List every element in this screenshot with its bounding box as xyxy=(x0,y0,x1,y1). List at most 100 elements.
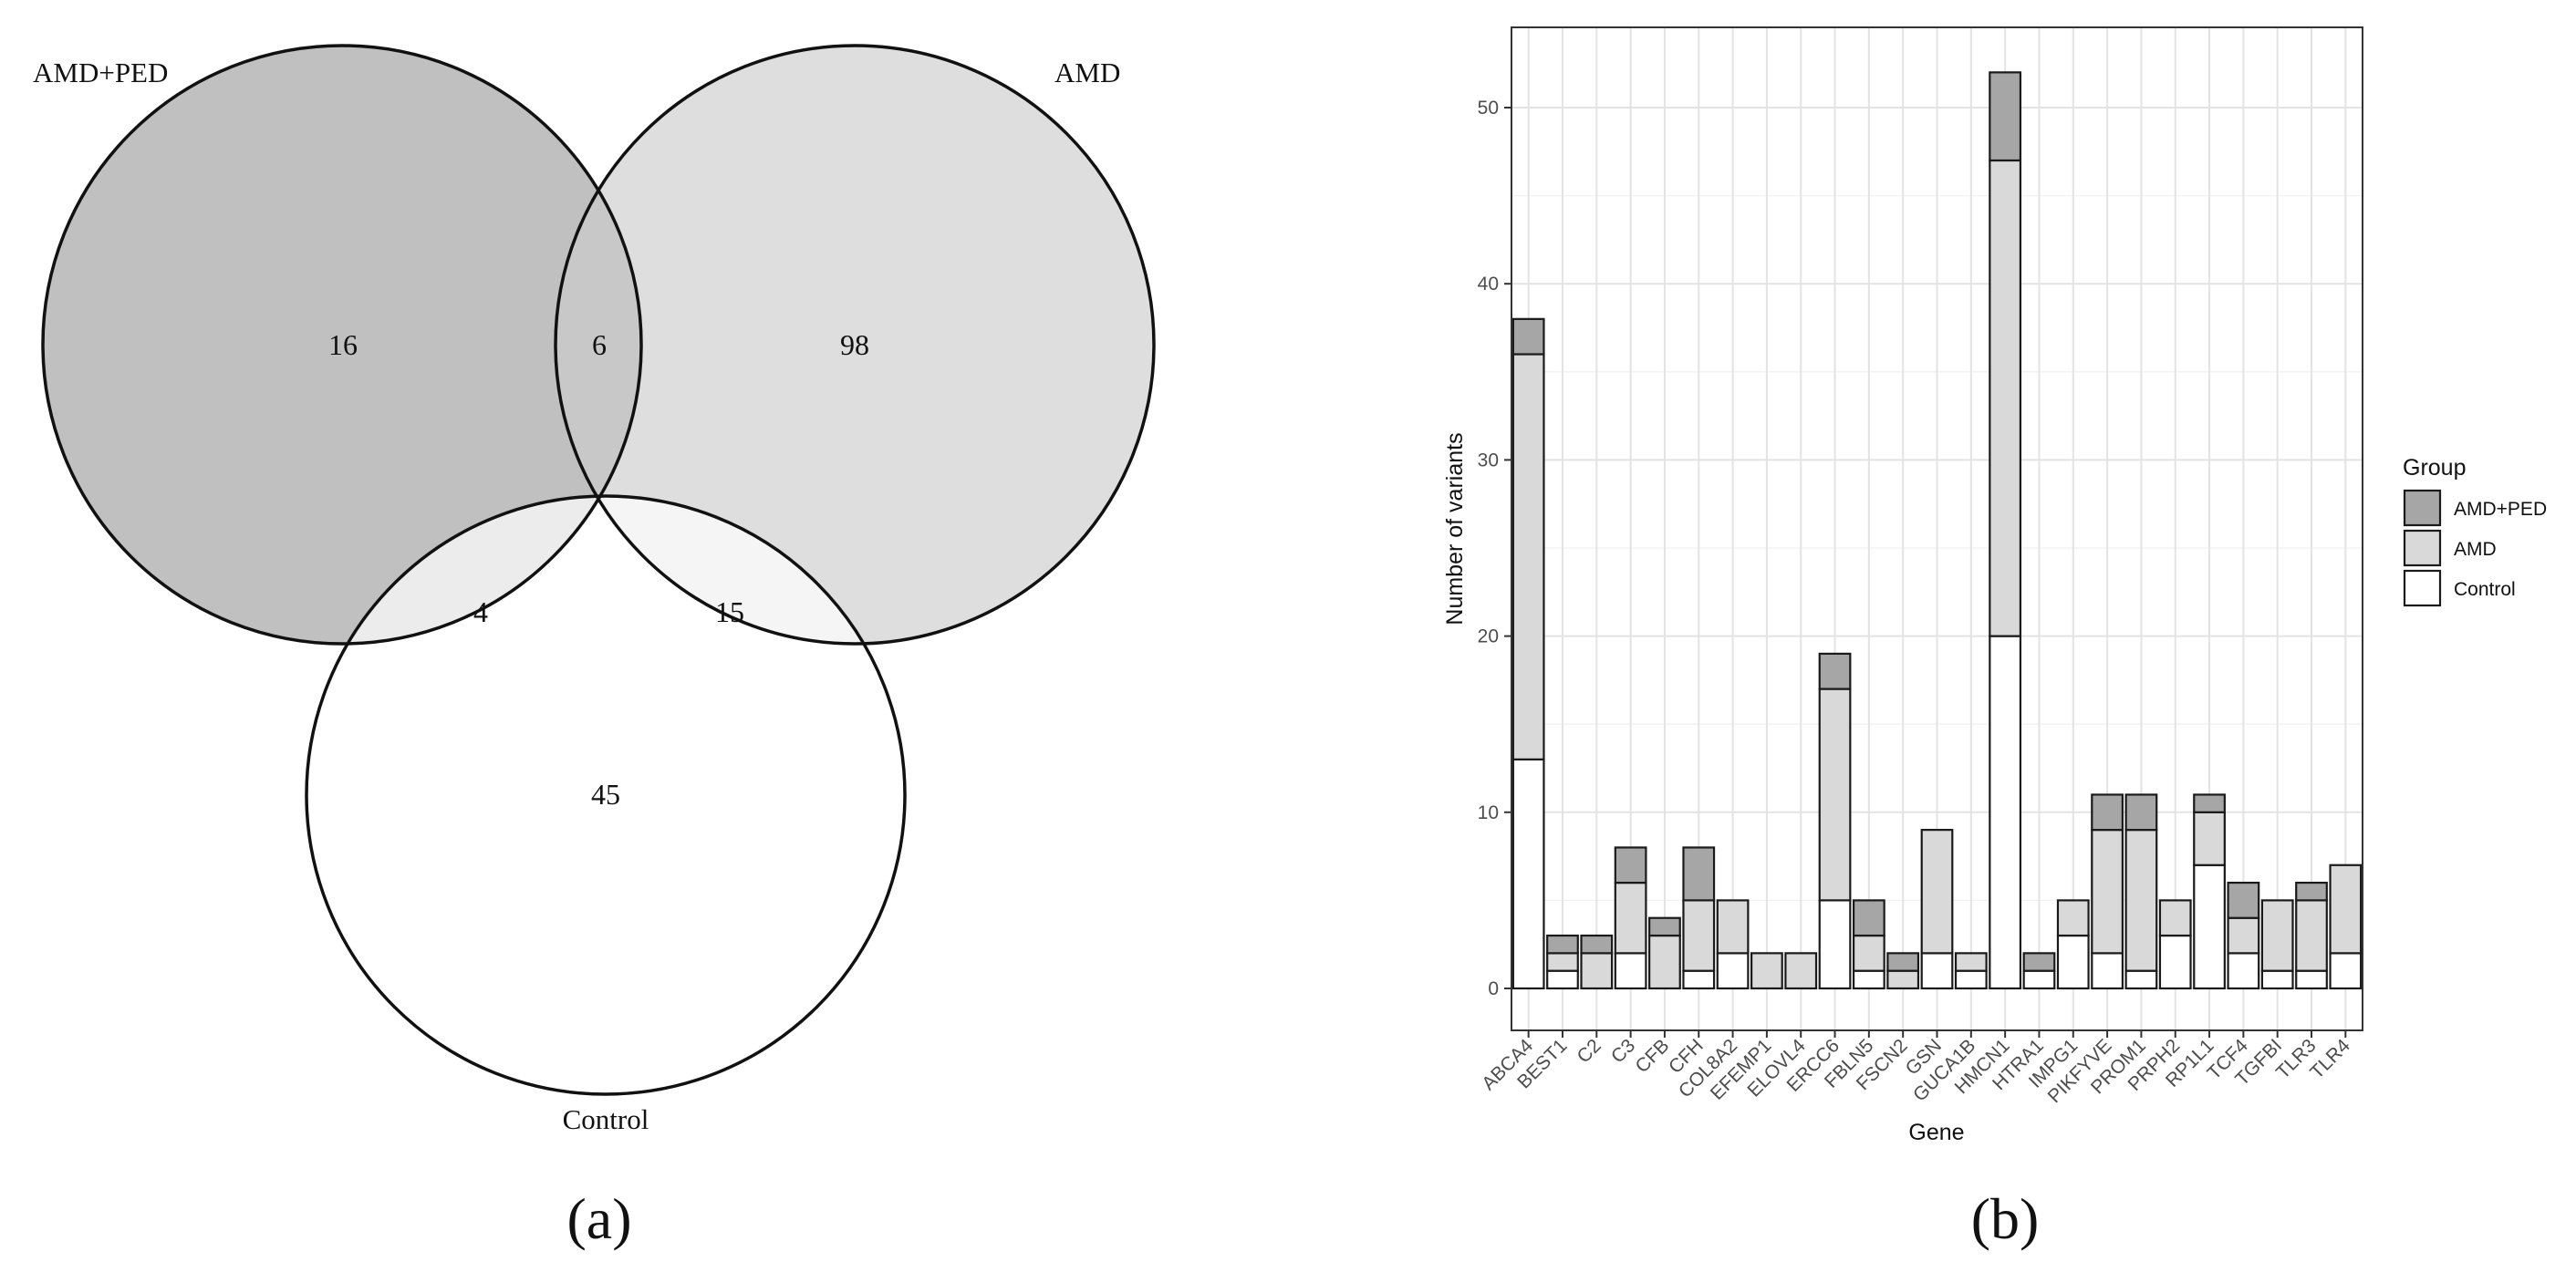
bar-segment-tgfbi-control xyxy=(2260,969,2294,990)
bar-segment-elovl4-amd xyxy=(1784,952,1818,990)
y-tick-label: 20 xyxy=(1478,626,1499,647)
legend-key-amd xyxy=(2403,529,2442,567)
legend-title: Group xyxy=(2403,455,2466,481)
bar-segment-htra1-amdplusped xyxy=(2022,952,2056,972)
bar-segment-c3-amdplusped xyxy=(1614,846,1647,884)
y-tick-label: 30 xyxy=(1478,450,1499,471)
venn-count-amdped-only: 16 xyxy=(328,328,358,361)
legend-key-amdplusped xyxy=(2403,489,2442,527)
bar-segment-pikfyve-control xyxy=(2091,952,2124,990)
bar-segment-guca1b-control xyxy=(1954,969,1988,990)
venn-count-control-only: 45 xyxy=(591,778,620,811)
bar-segment-ercc6-amd xyxy=(1818,688,1852,902)
venn-count-amd-only: 98 xyxy=(840,328,869,361)
bar-segment-cfh-amdplusped xyxy=(1682,846,1716,902)
bar-segment-fscn2-amd xyxy=(1886,969,1920,990)
bar-segment-ercc6-control xyxy=(1818,899,1852,990)
bar-segment-c3-amd xyxy=(1614,881,1647,955)
legend: Group AMD+PED AMD Control xyxy=(2403,455,2547,607)
venn-label-amdped: AMD+PED xyxy=(33,57,168,88)
x-tick-label: C2 xyxy=(1574,1035,1605,1067)
y-tick-label: 50 xyxy=(1478,98,1499,119)
bar-segment-hmcn1-control xyxy=(1989,635,2022,990)
x-axis-title: Gene xyxy=(1908,1120,1964,1145)
panel-label-b: (b) xyxy=(1971,1186,2040,1251)
bar-segment-rp1l1-amd xyxy=(2193,811,2226,866)
bar-segment-col8a2-amd xyxy=(1716,899,1750,955)
bar-segment-abca4-amd xyxy=(1511,353,1545,760)
x-tick-label: CFB xyxy=(1632,1035,1674,1077)
bar-segment-rp1l1-amdplusped xyxy=(2193,793,2226,813)
bar-segment-tcf4-amdplusped xyxy=(2227,881,2260,919)
venn-set-control xyxy=(306,496,905,1094)
bar-segment-htra1-control xyxy=(2022,969,2056,990)
bar-segment-cfb-amd xyxy=(1648,934,1681,990)
bar-segment-rp1l1-control xyxy=(2193,864,2226,990)
bar-segment-fbln5-amd xyxy=(1852,934,1885,972)
bar-segment-c2-amd xyxy=(1580,952,1614,990)
bar-segment-c2-amdplusped xyxy=(1580,934,1614,955)
venn-count-amdped-amd: 6 xyxy=(592,328,607,361)
legend-label: Control xyxy=(2454,579,2516,600)
y-tick-label: 10 xyxy=(1478,802,1499,823)
bar-segment-hmcn1-amd xyxy=(1989,159,2022,637)
bar-segment-best1-control xyxy=(1546,969,1579,990)
bar-segment-gsn-control xyxy=(1920,952,1954,990)
venn-count-amdped-control: 4 xyxy=(473,595,488,628)
venn-diagram: AMD+PED AMD Control 16 6 98 4 15 45 (a) xyxy=(33,44,1156,1251)
venn-count-amd-control: 15 xyxy=(715,595,744,628)
bar-segment-pikfyve-amdplusped xyxy=(2091,793,2124,832)
venn-set-amd xyxy=(556,46,1154,644)
bar-segment-prom1-amd xyxy=(2124,829,2158,972)
bar-segment-c3-control xyxy=(1614,952,1647,990)
panel-label-a: (a) xyxy=(566,1186,631,1251)
bar-segment-fscn2-amdplusped xyxy=(1886,952,1920,972)
legend-label: AMD xyxy=(2454,539,2497,560)
bar-segment-ercc6-amdplusped xyxy=(1818,652,1852,690)
legend-label: AMD+PED xyxy=(2454,499,2547,520)
venn-outline-control xyxy=(305,494,907,1096)
bar-segment-abca4-amdplusped xyxy=(1511,317,1545,356)
venn-set-amdped xyxy=(43,46,641,644)
bar-segment-cfh-control xyxy=(1682,969,1716,990)
bar-segment-impg1-amd xyxy=(2056,899,2090,937)
y-axis-title: Number of variants xyxy=(1442,432,1468,625)
bar-segment-cfh-amd xyxy=(1682,899,1716,972)
bar-segment-tcf4-amd xyxy=(2227,916,2260,955)
bar-segment-best1-amd xyxy=(1546,952,1579,972)
y-axis: 0 10 20 30 40 50 xyxy=(1478,98,1511,999)
x-tick-label: TLR4 xyxy=(2306,1035,2354,1083)
bar-segment-tlr4-control xyxy=(2329,952,2363,990)
y-tick-label: 0 xyxy=(1488,978,1499,999)
bar-segment-prom1-control xyxy=(2124,969,2158,990)
bar-segment-col8a2-control xyxy=(1716,952,1750,990)
bar-segment-tgfbi-amd xyxy=(2260,899,2294,972)
bar-segment-prph2-amd xyxy=(2158,899,2192,937)
venn-label-control: Control xyxy=(563,1103,649,1135)
venn-outline-amdped xyxy=(41,44,643,646)
bar-segment-tlr3-amdplusped xyxy=(2295,881,2328,902)
bar-segment-prph2-control xyxy=(2158,934,2192,990)
bars xyxy=(1511,71,2363,990)
bar-segment-fbln5-control xyxy=(1852,969,1885,990)
bar-segment-guca1b-amd xyxy=(1954,952,1988,972)
bar-segment-abca4-control xyxy=(1511,758,1545,990)
bar-segment-tlr3-amd xyxy=(2295,899,2328,972)
bar-segment-fbln5-amdplusped xyxy=(1852,899,1885,937)
venn-label-amd: AMD xyxy=(1054,57,1120,88)
bar-segment-hmcn1-amdplusped xyxy=(1989,71,2022,162)
bar-segment-tlr3-control xyxy=(2295,969,2328,990)
bar-segment-cfb-amdplusped xyxy=(1648,916,1681,937)
legend-key-control xyxy=(2403,569,2442,607)
bar-segment-best1-amdplusped xyxy=(1546,934,1579,955)
bar-segment-gsn-amd xyxy=(1920,829,1954,955)
bar-segment-tcf4-control xyxy=(2227,952,2260,990)
bar-segment-tlr4-amd xyxy=(2329,864,2363,955)
bar-segment-efemp1-amd xyxy=(1750,952,1783,990)
bar-segment-impg1-control xyxy=(2056,934,2090,990)
venn-outline-amd xyxy=(554,44,1156,646)
bar-segment-pikfyve-amd xyxy=(2091,829,2124,955)
